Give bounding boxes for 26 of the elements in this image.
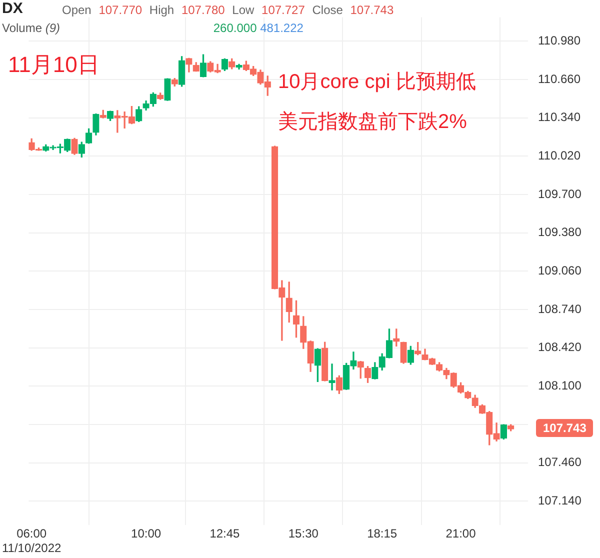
candlestick: [328, 364, 336, 390]
x-tick-label: 21:00: [446, 526, 476, 541]
y-tick-label: 109.060: [538, 264, 582, 278]
chart-title: DX: [2, 0, 23, 17]
y-tick-label: 109.380: [538, 225, 582, 240]
y-tick-label: 110.660: [538, 72, 581, 86]
y-tick-label: 110.020: [538, 148, 581, 162]
x-tick-label: 18:15: [367, 526, 398, 541]
x-tick-label: 06:00 11/10/2022: [2, 526, 62, 556]
y-tick-label: 107.140: [538, 494, 582, 508]
y-tick-label: 107.460: [538, 455, 582, 470]
y-tick-label: 108.100: [538, 378, 582, 393]
text: 107.743: [536, 419, 594, 437]
y-tick-label: 109.700: [538, 186, 582, 201]
y-tick-label: 108.420: [538, 340, 582, 354]
x-tick-label: 12:45: [210, 526, 240, 541]
text: Volume (9) 260.000 481.222: [2, 21, 304, 35]
annotation: 美元指数盘前下跌2%: [278, 110, 467, 135]
x-tick-label: 15:30: [288, 526, 319, 541]
chart-subtitle: Open 107.770 High 107.780 Low 107.727 Close 107.743: [62, 3, 394, 17]
y-tick-label: 108.740: [538, 302, 582, 316]
y-tick-label: 110.340: [538, 110, 581, 124]
annotation: 10月core cpi 比预期低: [278, 70, 476, 95]
x-tick-label: 10:00: [131, 526, 162, 541]
annotation: 11月10日: [8, 51, 100, 79]
y-tick-label: 110.980: [538, 33, 581, 48]
